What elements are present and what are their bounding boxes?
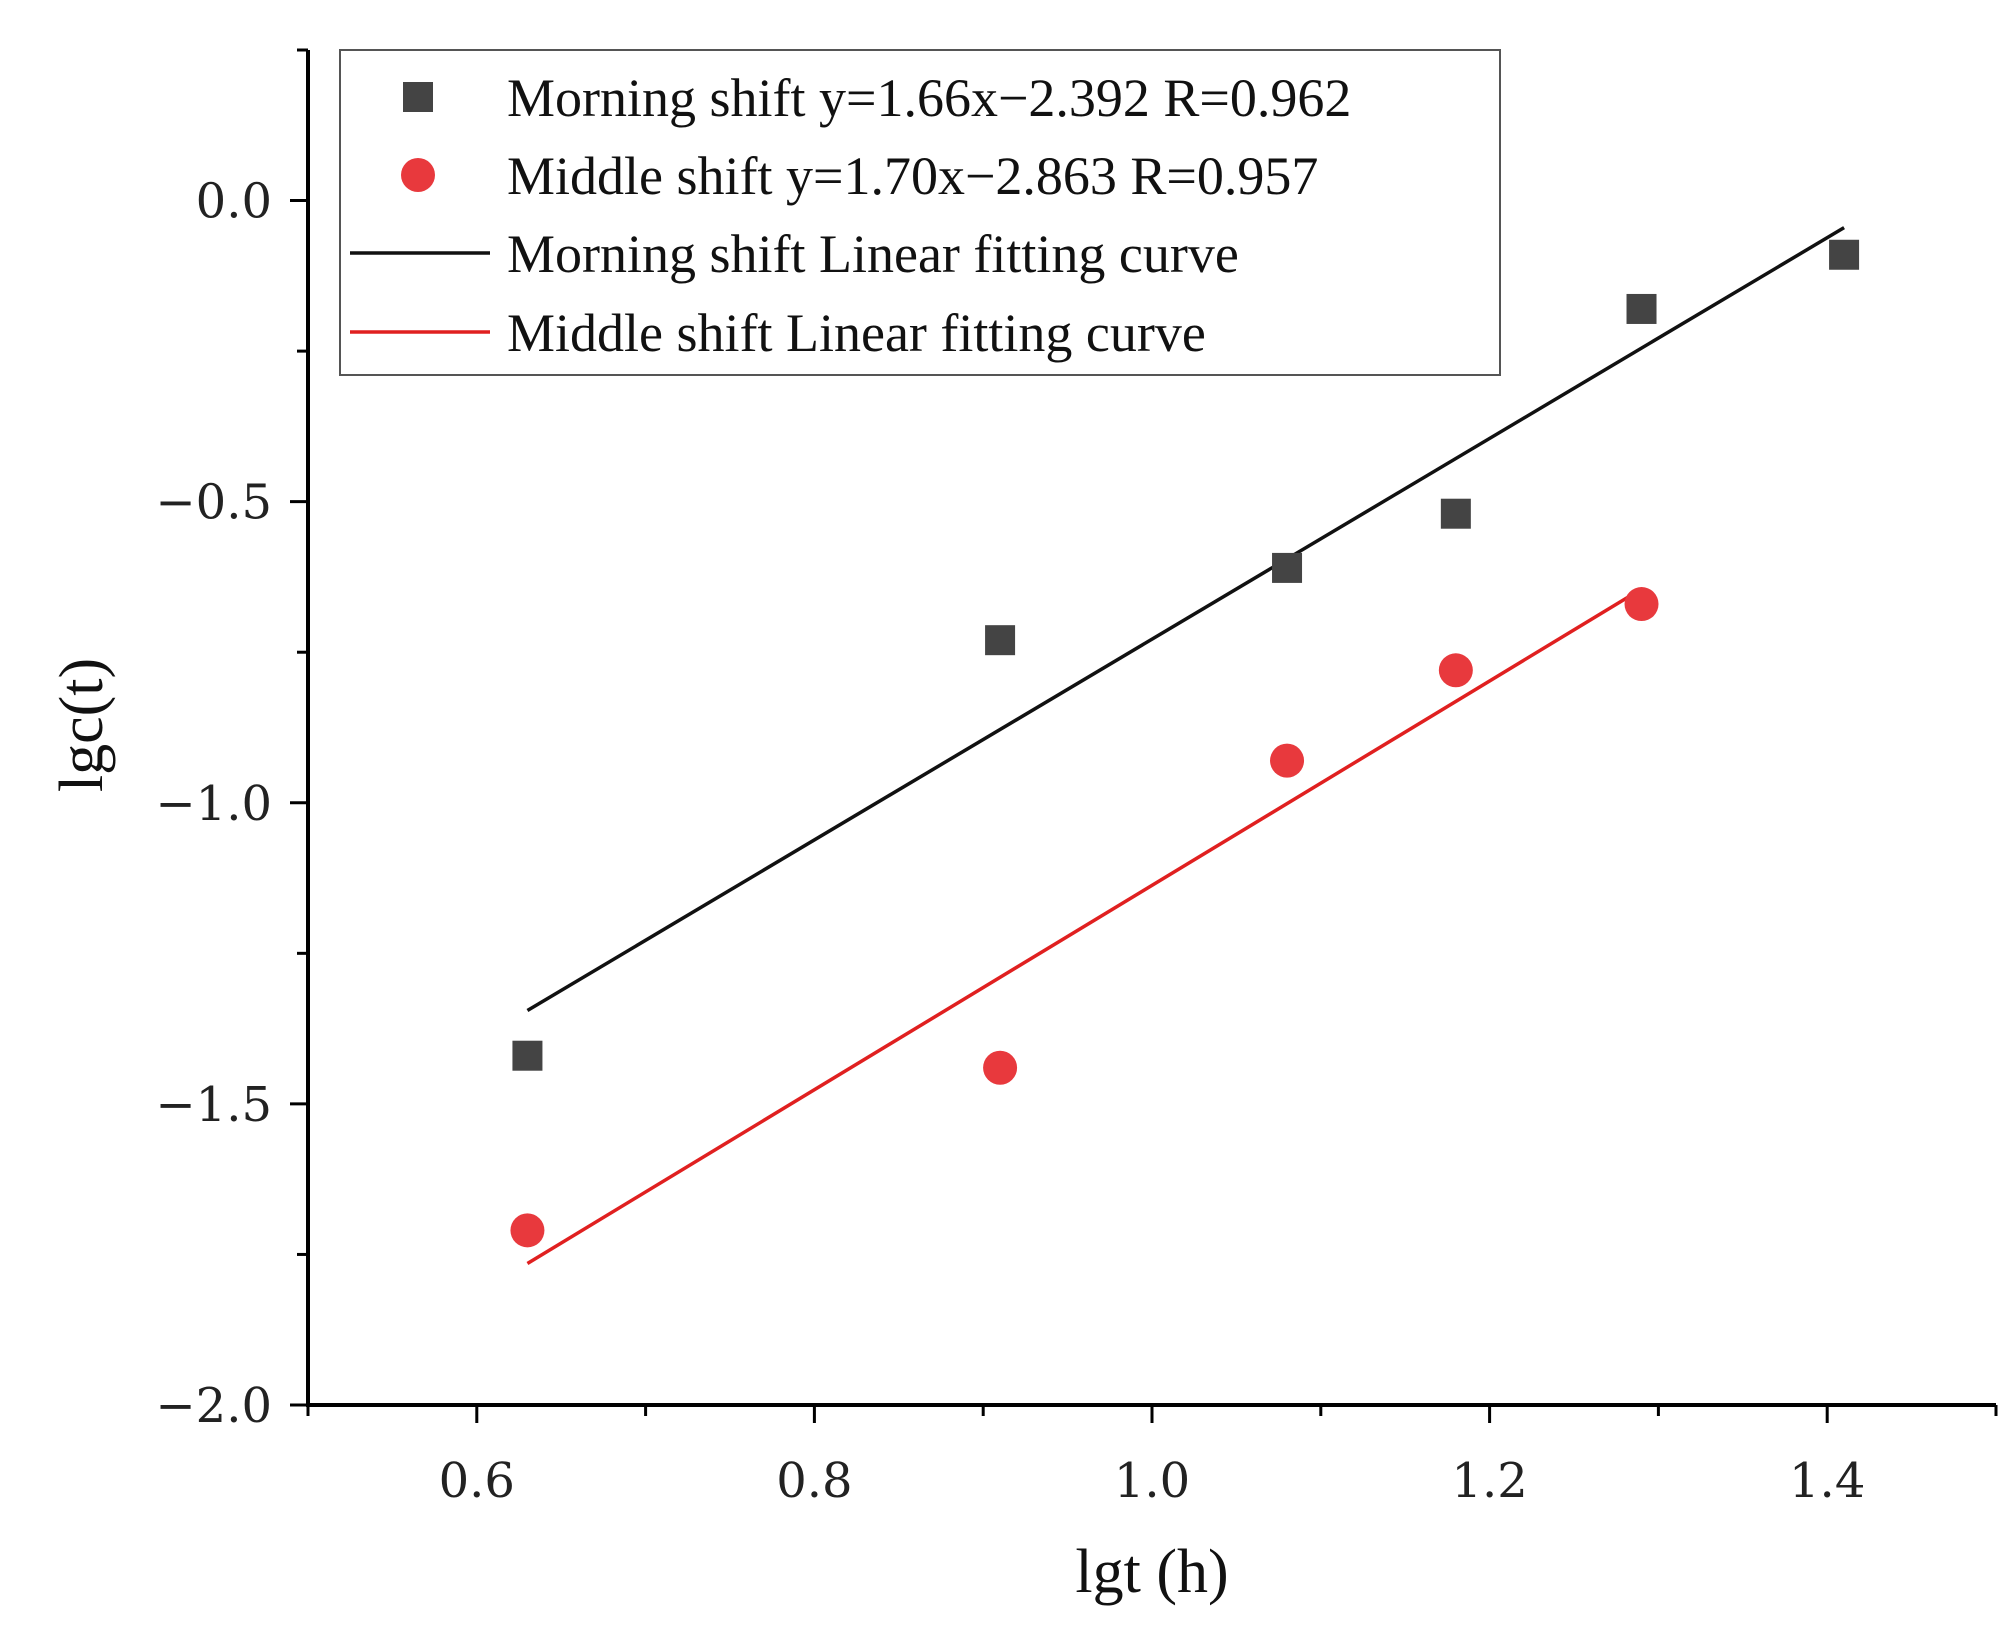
x-tick-label: 0.8 bbox=[776, 1453, 852, 1509]
x-tick-label: 1.2 bbox=[1451, 1453, 1527, 1509]
y-tick-label: −1.0 bbox=[155, 776, 272, 832]
data-points bbox=[510, 239, 1860, 1248]
ticks: 0.6 0.8 1.0 1.2 1.4 0.0 −0.5 −1.0 −1.5 −2.0 bbox=[155, 48, 1998, 1509]
fit-lines bbox=[526, 226, 1845, 1265]
morning-point bbox=[1829, 239, 1860, 270]
x-tick-label: 1.4 bbox=[1789, 1453, 1865, 1509]
middle-point bbox=[983, 1050, 1018, 1085]
y-tick-label: −2.0 bbox=[155, 1378, 272, 1434]
fit-line-3 bbox=[526, 587, 1643, 1265]
morning-point bbox=[512, 1040, 543, 1071]
legend-box bbox=[339, 49, 1501, 376]
x-tick-label: 0.6 bbox=[439, 1453, 515, 1509]
legend-label: Morning shift Linear fitting curve bbox=[507, 224, 1239, 284]
middle-point bbox=[1624, 587, 1659, 622]
y-axis-label: lgc(t) bbox=[48, 658, 116, 792]
legend-square-symbol bbox=[403, 82, 433, 112]
middle-point bbox=[510, 1213, 545, 1248]
y-tick-label: −0.5 bbox=[155, 475, 272, 531]
legend-circle-symbol bbox=[401, 158, 435, 192]
fit-line-2 bbox=[526, 226, 1845, 1013]
morning-point bbox=[1272, 552, 1303, 583]
morning-point bbox=[1626, 293, 1657, 324]
x-axis-label: lgt (h) bbox=[1075, 1538, 1228, 1606]
y-tick-label: −1.5 bbox=[155, 1077, 272, 1133]
middle-point bbox=[1438, 653, 1473, 688]
y-tick-label: 0.0 bbox=[196, 174, 272, 230]
legend-label: Middle shift y=1.70x−2.863 R=0.957 bbox=[507, 146, 1318, 206]
legend: Morning shift y=1.66x−2.392 R=0.962 Middl… bbox=[339, 49, 1501, 376]
middle-point bbox=[1270, 743, 1305, 778]
morning-point bbox=[985, 625, 1016, 656]
x-tick-label: 1.0 bbox=[1114, 1453, 1190, 1509]
legend-label: Middle shift Linear fitting curve bbox=[507, 303, 1206, 363]
legend-label: Morning shift y=1.66x−2.392 R=0.962 bbox=[507, 68, 1351, 128]
morning-point bbox=[1440, 498, 1471, 529]
